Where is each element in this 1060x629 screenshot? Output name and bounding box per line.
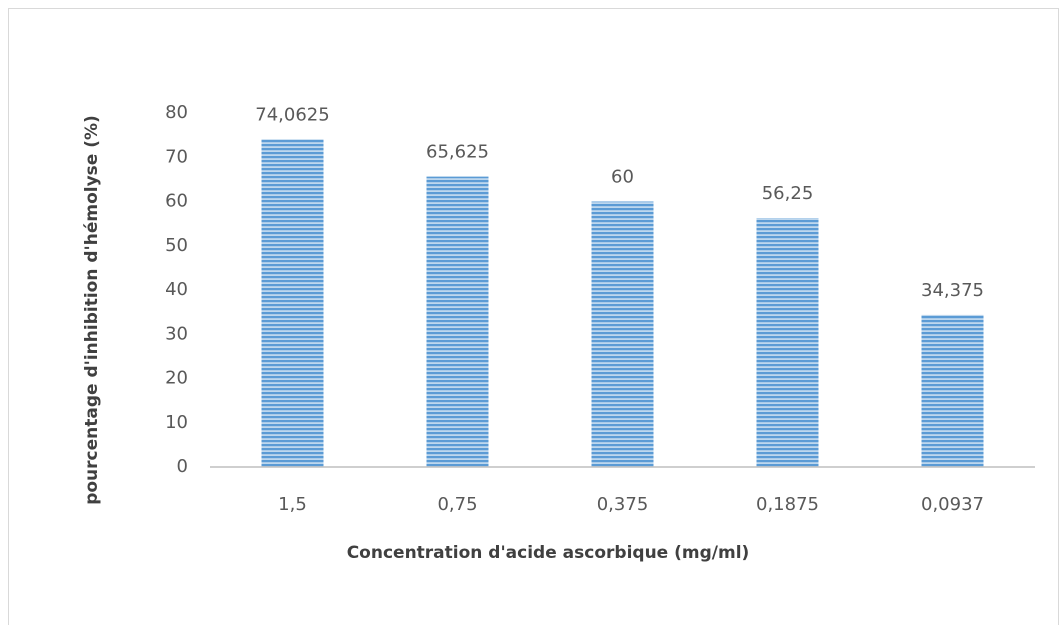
- y-tick-label: 60: [165, 191, 188, 212]
- value-label: 65,625: [426, 142, 489, 163]
- bar: [591, 201, 654, 467]
- y-tick-label: 0: [177, 456, 188, 477]
- y-tick-label: 50: [165, 235, 188, 256]
- y-tick-label: 40: [165, 279, 188, 300]
- bar: [921, 314, 984, 467]
- bar: [756, 218, 819, 467]
- x-tick-label: 0,375: [597, 494, 649, 515]
- value-label: 74,0625: [255, 104, 329, 125]
- x-tick-label: 0,75: [437, 494, 477, 515]
- x-tick-label: 0,1875: [756, 494, 819, 515]
- bar: [261, 139, 324, 467]
- value-label: 60: [611, 167, 634, 188]
- y-tick-label: 30: [165, 323, 188, 344]
- chart-border: [8, 8, 1059, 629]
- x-tick-label: 0,0937: [921, 494, 984, 515]
- y-tick-label: 20: [165, 368, 188, 389]
- x-axis-title: Concentration d'acide ascorbique (mg/ml): [347, 543, 750, 563]
- y-tick-label: 70: [165, 146, 188, 167]
- y-tick-label: 80: [165, 102, 188, 123]
- x-tick-label: 1,5: [278, 494, 307, 515]
- y-axis-title: pourcentage d'inhibition d'hémolyse (%): [82, 115, 102, 505]
- bar: [426, 176, 489, 467]
- value-label: 34,375: [921, 280, 984, 301]
- value-label: 56,25: [762, 183, 814, 204]
- y-tick-label: 10: [165, 412, 188, 433]
